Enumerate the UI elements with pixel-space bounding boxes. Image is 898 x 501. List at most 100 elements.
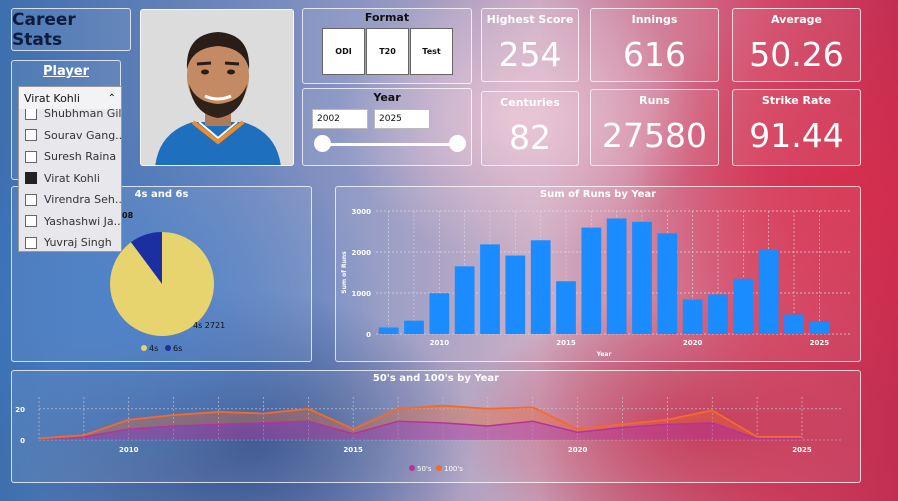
area-legend-label-50s: 50's xyxy=(417,465,432,473)
year-slider-start-handle[interactable] xyxy=(314,135,331,152)
pie-legend-marker-6s xyxy=(165,345,171,351)
player-option-checkbox[interactable] xyxy=(25,108,37,120)
kpi-innings: Innings 616 xyxy=(590,8,719,82)
bar-x-tick-label: 2015 xyxy=(556,339,576,347)
area-x-tick-label: 2010 xyxy=(119,446,139,454)
bar-2014 xyxy=(531,240,551,334)
player-option[interactable]: Yuvraj Singh xyxy=(19,232,121,252)
format-slicer: Format ODI T20 Test xyxy=(302,8,472,84)
kpi-highest-score: Highest Score 254 xyxy=(481,8,579,82)
bar-y-tick-label: 1000 xyxy=(352,290,372,298)
format-test-button[interactable]: Test xyxy=(410,28,453,75)
player-option[interactable]: Virat Kohli xyxy=(19,168,121,190)
area-chart-panel: 50's and 100's by Year 0 20 2010 2015 2020 20… xyxy=(11,370,861,483)
pie-data-label-4s: 4s 2721 xyxy=(193,321,225,330)
player-option-checkbox[interactable] xyxy=(25,194,37,206)
bar-2012 xyxy=(480,244,500,334)
format-t20-button[interactable]: T20 xyxy=(366,28,409,75)
player-dropdown-selected: Virat Kohli xyxy=(24,92,80,105)
bar-x-tick-label: 2025 xyxy=(810,339,830,347)
player-photo xyxy=(140,9,294,166)
player-option-checkbox[interactable] xyxy=(25,215,37,227)
area-x-tick-label: 2020 xyxy=(568,446,588,454)
bar-2024 xyxy=(784,314,804,334)
year-slider-end-handle[interactable] xyxy=(449,135,466,152)
year-slicer: Year 2002 2025 xyxy=(302,88,472,166)
kpi-centuries-value: 82 xyxy=(482,118,578,157)
bar-y-tick-label: 3000 xyxy=(352,208,372,216)
player-option[interactable]: Virendra Seh... xyxy=(19,189,121,211)
bar-x-tick-label: 2010 xyxy=(430,339,450,347)
bar-2020 xyxy=(683,299,703,334)
bar-2015 xyxy=(556,281,576,334)
player-option-label: Shubhman Gill xyxy=(44,107,122,120)
player-dropdown-header[interactable]: Virat Kohli ⌃ xyxy=(19,87,121,109)
player-dropdown[interactable]: Shubhman Gill Sourav Gang... Suresh Raina V… xyxy=(18,86,122,252)
kpi-runs: Runs 27580 xyxy=(590,89,719,166)
bar-2016 xyxy=(581,228,601,334)
player-slicer-label: Player xyxy=(12,64,120,79)
player-option-label: Yashashwi Ja... xyxy=(44,215,122,228)
year-slider-track[interactable] xyxy=(322,143,458,146)
area-legend-label-100s: 100's xyxy=(444,465,463,473)
area-y-tick-label: 20 xyxy=(15,406,25,414)
kpi-average-label: Average xyxy=(733,13,860,26)
kpi-runs-label: Runs xyxy=(591,94,718,107)
bar-2021 xyxy=(708,294,728,334)
kpi-average-value: 50.26 xyxy=(733,35,860,74)
dashboard-title: Career Stats xyxy=(12,10,130,50)
format-slicer-title: Format xyxy=(303,11,471,24)
bar-2025 xyxy=(809,322,829,334)
kpi-strike-rate-value: 91.44 xyxy=(733,116,860,155)
player-dropdown-list: Shubhman Gill Sourav Gang... Suresh Raina V… xyxy=(19,103,121,252)
bar-chart: 0 1000 2000 3000 2010 2015 2020 2025 Year Sum of … xyxy=(336,187,860,361)
player-option[interactable]: Suresh Raina xyxy=(19,146,121,168)
kpi-innings-label: Innings xyxy=(591,13,718,26)
bar-2008 xyxy=(379,327,399,334)
kpi-strike-rate-label: Strike Rate xyxy=(733,94,860,107)
area-x-tick-label: 2025 xyxy=(792,446,812,454)
bar-2013 xyxy=(505,256,525,334)
pie-legend-label-4s: 4s xyxy=(149,344,158,353)
bar-y-tick-label: 0 xyxy=(366,331,371,339)
bar-x-tick-label: 2020 xyxy=(683,339,703,347)
player-portrait-image xyxy=(141,10,294,166)
kpi-centuries: Centuries 82 xyxy=(481,91,579,166)
area-legend-marker-50s xyxy=(409,465,415,471)
area-y-tick-label: 0 xyxy=(20,437,25,445)
chevron-up-icon[interactable]: ⌃ xyxy=(108,93,116,104)
kpi-average: Average 50.26 xyxy=(732,8,861,82)
player-option[interactable]: Yashashwi Ja... xyxy=(19,211,121,233)
player-option-checkbox[interactable] xyxy=(25,237,37,249)
player-option-label: Suresh Raina xyxy=(44,150,116,163)
bar-2010 xyxy=(429,293,449,334)
year-from-input[interactable]: 2002 xyxy=(312,109,368,129)
pie-legend-label-6s: 6s xyxy=(173,344,182,353)
bar-2019 xyxy=(657,233,677,334)
format-odi-button[interactable]: ODI xyxy=(322,28,365,75)
player-option-checkbox[interactable] xyxy=(25,151,37,163)
bar-2018 xyxy=(632,222,652,334)
bar-2009 xyxy=(404,321,424,334)
player-option-label: Virendra Seh... xyxy=(44,193,122,206)
pie-data-label-6s: 08 xyxy=(122,211,134,220)
kpi-runs-value: 27580 xyxy=(591,116,718,155)
year-to-input[interactable]: 2025 xyxy=(374,109,430,129)
player-option[interactable]: Sourav Gang... xyxy=(19,125,121,147)
kpi-innings-value: 616 xyxy=(591,35,718,74)
bar-chart-panel: Sum of Runs by Year 0 1000 2000 3000 2010 201… xyxy=(335,186,861,362)
bar-y-tick-label: 2000 xyxy=(352,249,372,257)
bar-2023 xyxy=(759,250,779,334)
area-legend-marker-100s xyxy=(436,465,442,471)
bar-y-axis-title: Sum of Runs xyxy=(341,251,348,294)
bar-2022 xyxy=(733,279,753,334)
player-option-label: Yuvraj Singh xyxy=(44,236,112,249)
kpi-highest-score-value: 254 xyxy=(482,35,578,74)
year-slicer-title: Year xyxy=(303,91,471,104)
kpi-highest-score-label: Highest Score xyxy=(482,13,578,26)
player-option-label: Sourav Gang... xyxy=(44,129,122,142)
bar-2017 xyxy=(607,218,627,334)
player-option-checkbox[interactable] xyxy=(25,172,37,184)
kpi-centuries-label: Centuries xyxy=(482,96,578,109)
player-option-checkbox[interactable] xyxy=(25,129,37,141)
